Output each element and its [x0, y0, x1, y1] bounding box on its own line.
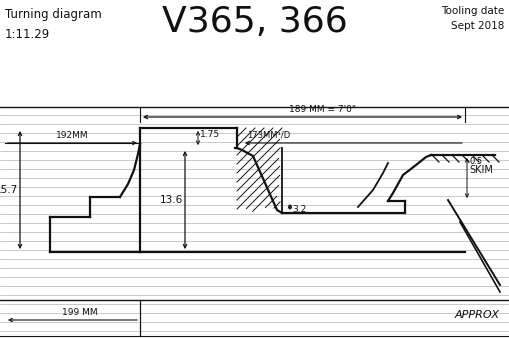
Text: APPROX: APPROX	[455, 310, 500, 320]
Text: 13.6: 13.6	[160, 195, 183, 205]
Text: 189 MM = 7'0": 189 MM = 7'0"	[289, 105, 356, 114]
Text: 1.75: 1.75	[200, 130, 220, 139]
Text: 3.2: 3.2	[292, 204, 306, 214]
Text: 0.5: 0.5	[470, 157, 483, 166]
Text: 192MM: 192MM	[55, 131, 89, 140]
Text: 199 MM: 199 MM	[62, 308, 98, 317]
Text: 15.7: 15.7	[0, 185, 18, 195]
Text: 173MM¹/D: 173MM¹/D	[247, 131, 290, 140]
Text: 1:11.29: 1:11.29	[5, 28, 50, 41]
Text: V365, 366: V365, 366	[162, 5, 348, 39]
Text: Tooling date
Sept 2018: Tooling date Sept 2018	[441, 6, 504, 31]
Text: SKIM: SKIM	[469, 165, 493, 175]
Text: Turning diagram: Turning diagram	[5, 8, 102, 21]
